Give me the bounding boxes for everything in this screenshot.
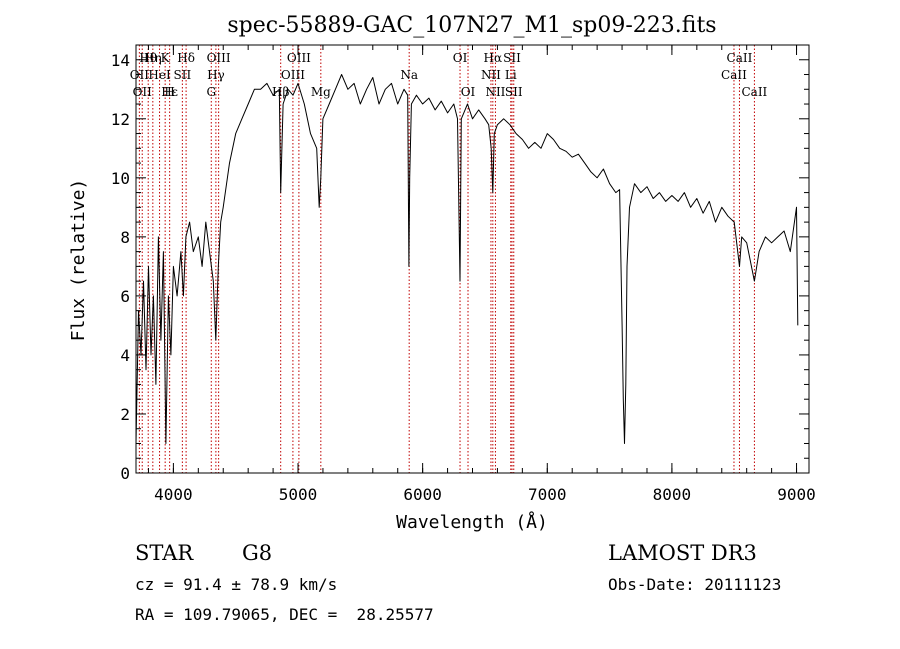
- y-tick-label: 4: [120, 346, 130, 365]
- spectral-line-label: Hβ: [272, 85, 289, 99]
- spectral-line-label: HeI: [148, 68, 171, 82]
- spectral-line-label: Hθ: [139, 51, 157, 65]
- spectral-line-label: H: [164, 85, 174, 99]
- spectral-line-label: OIII: [207, 51, 231, 65]
- x-tick-label: 4000: [154, 485, 193, 504]
- spectral-line-label: SII: [505, 85, 523, 99]
- x-tick-label: 8000: [653, 485, 692, 504]
- chart-title: spec-55889-GAC_107N27_M1_sp09-223.fits: [227, 13, 716, 38]
- spectral-line-label: OIII: [281, 68, 305, 82]
- y-axis-ticks: 0 2 4 6 8 10 12 14: [111, 51, 809, 483]
- observation-date: Obs-Date: 20111123: [608, 575, 781, 594]
- x-tick-label: 9000: [777, 485, 816, 504]
- y-tick-label: 0: [120, 464, 130, 483]
- spectral-subclass: G8: [242, 541, 272, 565]
- spectral-line-label: OIII: [287, 51, 311, 65]
- x-tick-label: 5000: [279, 485, 318, 504]
- y-axis-label: Flux (relative): [68, 179, 89, 342]
- spectral-line-label: OII: [133, 85, 153, 99]
- redshift-velocity: cz = 91.4 ± 78.9 km/s: [135, 575, 337, 594]
- object-class: STAR: [135, 541, 194, 565]
- spectral-line-label: OI: [461, 85, 476, 99]
- spectral-line-label: OI: [453, 51, 468, 65]
- spectral-line-label: NII: [485, 85, 505, 99]
- y-tick-label: 10: [111, 169, 130, 188]
- spectrum-line: [135, 74, 799, 444]
- spectral-line-labels: OIIOIIHθHηHeIKHHεSIIHδGHγOIIIHβOIIIOIIIM…: [130, 51, 768, 99]
- plot-frame: [135, 44, 810, 474]
- spectral-line-label: NII: [481, 68, 501, 82]
- spectral-line-label: SII: [174, 68, 192, 82]
- spectral-line-label: Mg: [311, 85, 331, 99]
- x-axis-label: Wavelength (Å): [396, 511, 548, 533]
- spectral-line-label: Hδ: [177, 51, 195, 65]
- spectral-line-label: CaII: [727, 51, 753, 65]
- y-tick-label: 2: [120, 405, 130, 424]
- x-tick-label: 7000: [528, 485, 567, 504]
- sky-coordinates: RA = 109.79065, DEC = 28.25577: [135, 605, 434, 624]
- y-tick-label: 12: [111, 110, 130, 129]
- y-tick-label: 8: [120, 228, 130, 247]
- spectral-line-label: Na: [400, 68, 418, 82]
- spectral-line-label: Hγ: [207, 68, 225, 82]
- spectral-line-label: Li: [505, 68, 517, 82]
- y-tick-label: 14: [111, 51, 130, 70]
- y-tick-label: 6: [120, 287, 130, 306]
- spectral-line-label: K: [161, 51, 171, 65]
- spectral-line-label: Hα: [484, 51, 503, 65]
- x-tick-label: 6000: [403, 485, 442, 504]
- spectral-line-markers: [138, 45, 755, 473]
- spectral-line-label: Hε: [161, 85, 178, 99]
- spectral-line-label: CaII: [721, 68, 747, 82]
- spectral-line-label: SII: [503, 51, 521, 65]
- spectral-line-label: G: [206, 85, 216, 99]
- x-axis-ticks: 4000 5000 6000 7000 8000 9000: [147, 45, 816, 504]
- survey-name: LAMOST DR3: [608, 541, 757, 565]
- spectral-line-label: Hη: [144, 51, 162, 65]
- spectral-line-label: CaII: [741, 85, 767, 99]
